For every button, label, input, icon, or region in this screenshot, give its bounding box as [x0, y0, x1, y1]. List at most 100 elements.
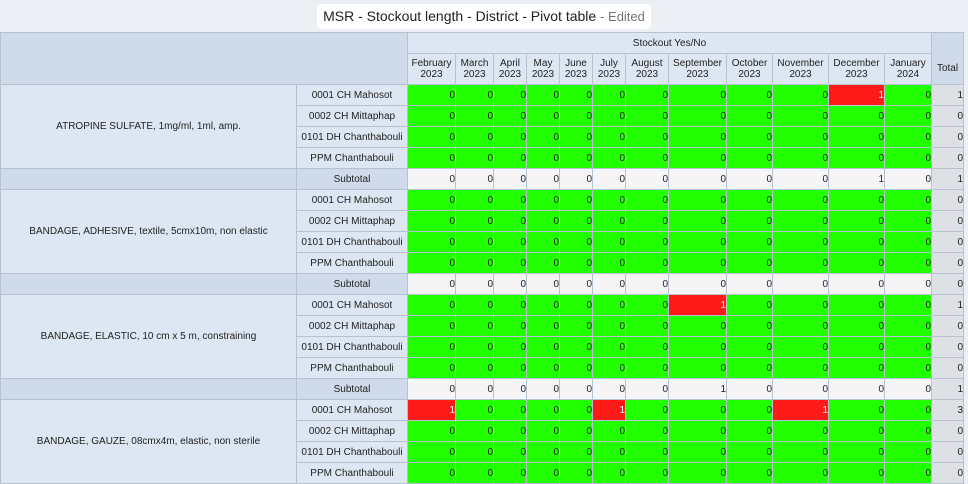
subtotal-cell[interactable]: 0 — [772, 378, 829, 400]
item-label[interactable]: BANDAGE, ADHESIVE, textile, 5cmx10m, non… — [0, 189, 297, 274]
value-cell[interactable]: 0 — [559, 252, 593, 274]
value-cell[interactable]: 0 — [828, 336, 885, 358]
value-cell[interactable]: 0 — [526, 252, 560, 274]
value-cell[interactable]: 0 — [592, 126, 626, 148]
subtotal-cell[interactable]: 0 — [526, 168, 560, 190]
row-total-cell[interactable]: 0 — [931, 147, 964, 169]
value-cell[interactable]: 0 — [828, 105, 885, 127]
value-cell[interactable]: 0 — [559, 231, 593, 253]
value-cell[interactable]: 0 — [884, 420, 932, 442]
value-cell[interactable]: 0 — [592, 147, 626, 169]
value-cell[interactable]: 0 — [828, 462, 885, 484]
value-cell[interactable]: 0 — [455, 231, 494, 253]
row-total-cell[interactable]: 1 — [931, 84, 964, 106]
value-cell[interactable]: 0 — [668, 189, 727, 211]
value-cell[interactable]: 0 — [407, 420, 456, 442]
value-cell[interactable]: 0 — [625, 315, 669, 337]
org-unit-label[interactable]: 0002 CH Mittaphap — [296, 420, 408, 442]
value-cell[interactable]: 0 — [559, 210, 593, 232]
value-cell[interactable]: 0 — [726, 210, 773, 232]
subtotal-cell[interactable]: 0 — [407, 273, 456, 295]
org-unit-label[interactable]: 0101 DH Chanthabouli — [296, 231, 408, 253]
value-cell[interactable]: 0 — [407, 189, 456, 211]
value-cell[interactable]: 0 — [772, 252, 829, 274]
subtotal-cell[interactable]: 0 — [625, 273, 669, 295]
value-cell[interactable]: 0 — [828, 252, 885, 274]
period-header[interactable]: May 2023 — [526, 53, 560, 85]
value-cell[interactable]: 0 — [668, 147, 727, 169]
value-cell[interactable]: 0 — [592, 441, 626, 463]
org-unit-label[interactable]: 0001 CH Mahosot — [296, 84, 408, 106]
period-header[interactable]: June 2023 — [559, 53, 593, 85]
org-unit-label[interactable]: 0002 CH Mittaphap — [296, 210, 408, 232]
value-cell[interactable]: 1 — [828, 84, 885, 106]
value-cell[interactable]: 0 — [592, 336, 626, 358]
subtotal-total-cell[interactable]: 1 — [931, 378, 964, 400]
value-cell[interactable]: 0 — [592, 462, 626, 484]
value-cell[interactable]: 0 — [559, 462, 593, 484]
value-cell[interactable]: 0 — [828, 399, 885, 421]
value-cell[interactable]: 0 — [668, 420, 727, 442]
value-cell[interactable]: 0 — [455, 294, 494, 316]
value-cell[interactable]: 0 — [726, 315, 773, 337]
value-cell[interactable]: 0 — [772, 294, 829, 316]
value-cell[interactable]: 0 — [493, 399, 527, 421]
org-unit-label[interactable]: 0101 DH Chanthabouli — [296, 441, 408, 463]
value-cell[interactable]: 0 — [526, 315, 560, 337]
value-cell[interactable]: 0 — [726, 231, 773, 253]
value-cell[interactable]: 0 — [772, 357, 829, 379]
value-cell[interactable]: 0 — [455, 357, 494, 379]
subtotal-total-cell[interactable]: 1 — [931, 168, 964, 190]
period-header[interactable]: April 2023 — [493, 53, 527, 85]
value-cell[interactable]: 0 — [407, 294, 456, 316]
subtotal-cell[interactable]: 0 — [493, 273, 527, 295]
value-cell[interactable]: 0 — [726, 105, 773, 127]
value-cell[interactable]: 0 — [884, 84, 932, 106]
subtotal-cell[interactable]: 0 — [526, 273, 560, 295]
value-cell[interactable]: 0 — [559, 315, 593, 337]
value-cell[interactable]: 0 — [625, 462, 669, 484]
value-cell[interactable]: 0 — [526, 357, 560, 379]
value-cell[interactable]: 0 — [493, 420, 527, 442]
value-cell[interactable]: 0 — [726, 399, 773, 421]
subtotal-cell[interactable]: 0 — [592, 378, 626, 400]
value-cell[interactable]: 0 — [828, 315, 885, 337]
value-cell[interactable]: 0 — [828, 441, 885, 463]
value-cell[interactable]: 0 — [625, 105, 669, 127]
value-cell[interactable]: 0 — [455, 210, 494, 232]
subtotal-cell[interactable]: 0 — [493, 378, 527, 400]
value-cell[interactable]: 0 — [772, 147, 829, 169]
subtotal-cell[interactable]: 0 — [592, 273, 626, 295]
item-label[interactable]: ATROPINE SULFATE, 1mg/ml, 1ml, amp. — [0, 84, 297, 169]
item-label[interactable]: BANDAGE, GAUZE, 08cmx4m, elastic, non st… — [0, 399, 297, 484]
value-cell[interactable]: 0 — [884, 441, 932, 463]
item-label[interactable]: BANDAGE, ELASTIC, 10 cm x 5 m, constrain… — [0, 294, 297, 379]
value-cell[interactable]: 0 — [772, 231, 829, 253]
value-cell[interactable]: 0 — [526, 147, 560, 169]
value-cell[interactable]: 0 — [559, 147, 593, 169]
subtotal-cell[interactable]: 0 — [668, 168, 727, 190]
value-cell[interactable]: 0 — [493, 462, 527, 484]
value-cell[interactable]: 0 — [592, 420, 626, 442]
value-cell[interactable]: 0 — [772, 105, 829, 127]
value-cell[interactable]: 0 — [772, 420, 829, 442]
row-total-cell[interactable]: 0 — [931, 462, 964, 484]
subtotal-cell[interactable]: 0 — [828, 378, 885, 400]
value-cell[interactable]: 1 — [592, 399, 626, 421]
period-header[interactable]: September 2023 — [668, 53, 727, 85]
org-unit-label[interactable]: 0001 CH Mahosot — [296, 189, 408, 211]
value-cell[interactable]: 0 — [455, 84, 494, 106]
value-cell[interactable]: 0 — [884, 147, 932, 169]
value-cell[interactable]: 0 — [668, 126, 727, 148]
subtotal-cell[interactable]: 0 — [726, 273, 773, 295]
value-cell[interactable]: 1 — [407, 399, 456, 421]
value-cell[interactable]: 0 — [884, 252, 932, 274]
value-cell[interactable]: 0 — [407, 252, 456, 274]
value-cell[interactable]: 0 — [592, 189, 626, 211]
value-cell[interactable]: 0 — [625, 210, 669, 232]
row-total-cell[interactable]: 0 — [931, 189, 964, 211]
org-unit-label[interactable]: PPM Chanthabouli — [296, 462, 408, 484]
org-unit-label[interactable]: PPM Chanthabouli — [296, 357, 408, 379]
value-cell[interactable]: 0 — [493, 357, 527, 379]
value-cell[interactable]: 0 — [828, 294, 885, 316]
